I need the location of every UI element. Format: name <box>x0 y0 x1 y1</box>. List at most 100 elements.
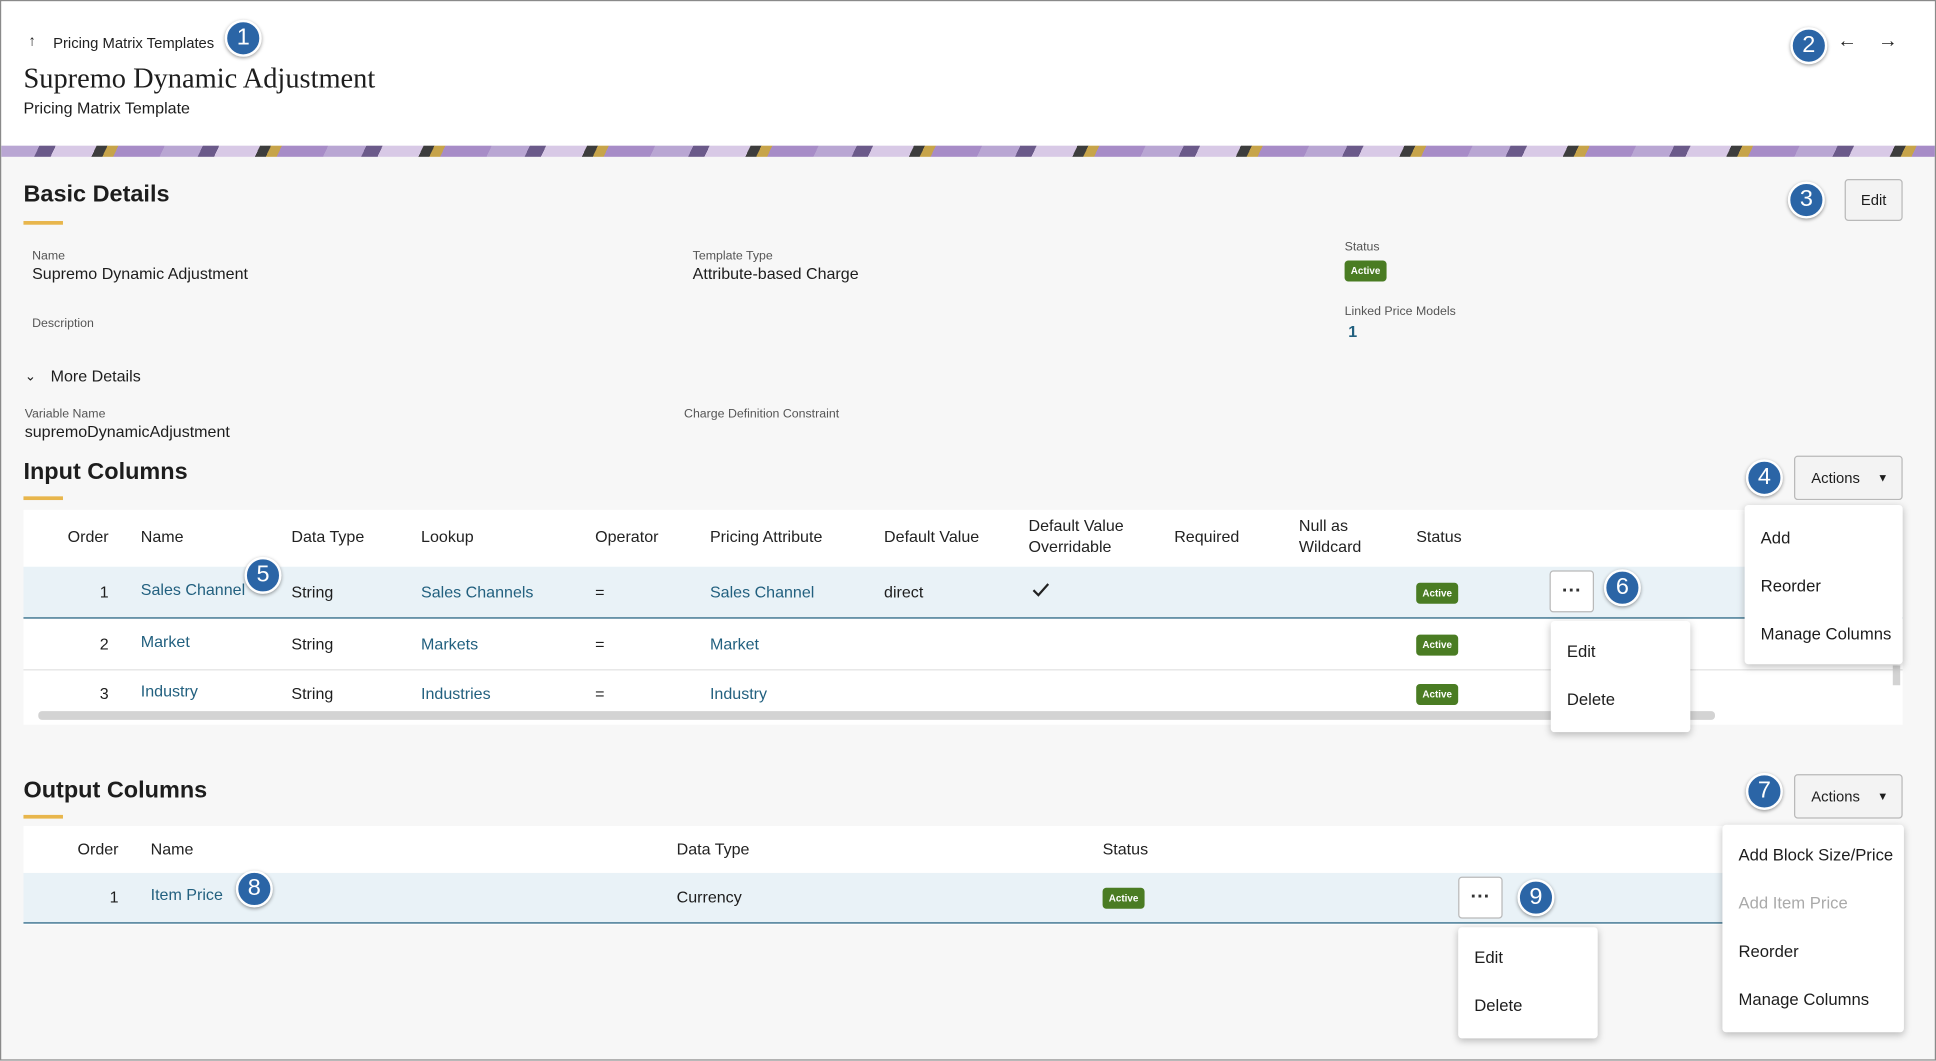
cell: 3 <box>99 684 109 703</box>
cell: 1 <box>109 887 119 907</box>
menu-item[interactable]: Reorder <box>1760 576 1821 596</box>
menu-item[interactable]: Add <box>1760 528 1791 547</box>
more-details[interactable]: More Details <box>50 366 141 386</box>
cell: = <box>595 634 605 654</box>
chevron: ⌄ <box>24 369 37 384</box>
cell[interactable]: Market <box>140 632 190 651</box>
breadcrumb[interactable]: Pricing Matrix Templates <box>53 34 215 52</box>
callout: 3 <box>1787 181 1825 219</box>
field-label: Linked Price Models <box>1344 304 1456 319</box>
column-header: Default Value <box>884 527 980 546</box>
menu-item[interactable]: Delete <box>1474 996 1523 1015</box>
column-header: Order <box>67 527 109 546</box>
underline <box>23 496 63 501</box>
cell[interactable]: Sales Channel <box>140 580 246 599</box>
cell: String <box>291 634 334 654</box>
column-header: Data Type <box>676 839 750 859</box>
field-label: Name <box>32 249 66 263</box>
header-bg <box>1 1 1935 146</box>
cell: = <box>595 684 605 703</box>
menu-item[interactable]: Manage Columns <box>1760 624 1892 644</box>
callout: 2 <box>1790 27 1828 65</box>
status-badge: Active <box>1416 582 1459 604</box>
callout: 6 <box>1603 569 1641 607</box>
section-title: Output Columns <box>23 777 208 804</box>
column-header: Default Value Overridable <box>1028 516 1124 556</box>
callout: 1 <box>224 19 262 57</box>
menu <box>1744 504 1903 665</box>
actions-button[interactable]: Actions ▼ <box>1794 455 1903 501</box>
column-header: Data Type <box>291 527 365 546</box>
cell[interactable]: Item Price <box>150 885 223 904</box>
field-label: Status <box>1344 240 1380 255</box>
menu-item: Add Item Price <box>1738 893 1848 913</box>
prev-arrow[interactable]: ← <box>1837 30 1857 52</box>
cell[interactable]: Industries <box>421 684 491 703</box>
status-badge: Active <box>1416 634 1459 656</box>
field-value[interactable]: 1 <box>1348 322 1358 341</box>
column-header: Null as Wildcard <box>1298 516 1362 556</box>
next-arrow[interactable]: → <box>1877 30 1898 52</box>
field-label: Charge Definition Constraint <box>684 407 840 422</box>
cell: direct <box>884 582 924 602</box>
scrollbar-v[interactable] <box>1892 665 1901 686</box>
column-header: Lookup <box>421 527 474 546</box>
section-title: Input Columns <box>23 459 188 486</box>
callout: 4 <box>1745 459 1783 497</box>
cell: String <box>291 684 334 703</box>
field-value: Supremo Dynamic Adjustment <box>32 264 249 283</box>
cell[interactable]: Markets <box>421 634 479 654</box>
underline <box>23 814 63 819</box>
cell[interactable]: Sales Channel <box>709 582 815 602</box>
status-badge: Active <box>1416 684 1459 706</box>
edit-button[interactable]: Edit <box>1844 179 1903 222</box>
column-header: Order <box>77 839 119 859</box>
cell: 2 <box>99 634 109 654</box>
cell[interactable]: Industry <box>140 681 198 701</box>
underline <box>23 221 63 225</box>
column-header: Pricing Attribute <box>709 527 823 546</box>
page-title: Supremo Dynamic Adjustment <box>23 62 376 94</box>
field-label: Variable Name <box>24 407 106 422</box>
actions-label[interactable]: Actions <box>1811 469 1860 487</box>
callout: 7 <box>1745 772 1783 810</box>
banner <box>1 145 1935 157</box>
section-title: Basic Details <box>23 181 170 208</box>
callout: 8 <box>235 870 273 908</box>
caret[interactable]: ▼ <box>1877 790 1889 803</box>
status-badge: Active <box>1102 887 1145 909</box>
check-icon <box>1031 580 1051 600</box>
up-arrow[interactable]: ↑ <box>28 32 36 50</box>
cell[interactable]: Industry <box>709 684 768 703</box>
cell[interactable]: Market <box>709 634 760 654</box>
actions-label[interactable]: Actions <box>1811 787 1860 806</box>
scrollbar[interactable] <box>38 711 1715 720</box>
cell: = <box>595 582 605 602</box>
menu-item[interactable]: Edit <box>1566 642 1596 661</box>
field-value: Attribute-based Charge <box>692 264 859 283</box>
status-badge: Active <box>1344 260 1387 282</box>
cell[interactable]: Sales Channels <box>421 582 534 602</box>
caret[interactable]: ▼ <box>1877 471 1889 485</box>
menu-item[interactable]: Delete <box>1566 690 1616 709</box>
row-actions-button[interactable]: ··· <box>1549 570 1594 613</box>
row-actions-button[interactable]: ··· <box>1458 876 1503 919</box>
actions-button[interactable]: Actions ▼ <box>1794 774 1903 819</box>
column-header: Operator <box>595 527 659 546</box>
callout: 5 <box>244 556 282 594</box>
page-subtitle: Pricing Matrix Template <box>23 98 190 118</box>
menu-item[interactable]: Edit <box>1474 948 1503 967</box>
menu-item[interactable]: Add Block Size/Price <box>1738 845 1894 865</box>
menu-item[interactable]: Reorder <box>1738 942 1799 961</box>
menu <box>1722 824 1904 1033</box>
row-divider <box>23 669 1903 671</box>
field-label: Description <box>32 317 94 331</box>
menu-item[interactable]: Manage Columns <box>1738 990 1870 1009</box>
column-header: Name <box>150 839 194 859</box>
menu <box>1458 927 1598 1039</box>
field-label: Template Type <box>692 249 773 263</box>
column-header: Status <box>1416 527 1462 546</box>
field-value: supremoDynamicAdjustment <box>24 422 230 441</box>
